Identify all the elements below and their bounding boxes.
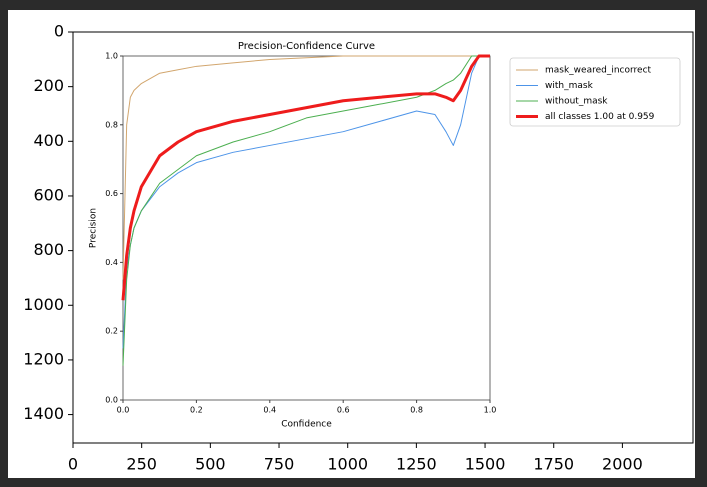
series-line [121, 54, 490, 301]
x-tick-label: 1500 [465, 455, 506, 474]
x-tick-label: 0 [68, 455, 78, 474]
legend-label: mask_weared_incorrect [545, 66, 652, 76]
x-tick-label: 1250 [396, 455, 437, 474]
y-tick-label: 600 [33, 185, 64, 204]
series-line [122, 55, 490, 366]
legend-label: all classes 1.00 at 0.959 [545, 112, 655, 122]
x-tick-label: 1000 [327, 455, 368, 474]
y-tick-label: 800 [33, 240, 64, 259]
x-tick-label: 250 [126, 455, 157, 474]
x-tick-label: 1750 [533, 455, 574, 474]
y-axis-label: Precision [89, 208, 99, 248]
x-tick-label: 0.2 [190, 406, 203, 415]
legend-label: with_mask [545, 81, 594, 91]
series-line [122, 55, 490, 280]
x-tick-label: 1.0 [484, 406, 497, 415]
y-tick-label: 0.8 [105, 120, 118, 129]
x-tick-label: 0.4 [263, 406, 276, 415]
y-tick-label: 1000 [23, 295, 64, 314]
x-tick-label: 0.0 [117, 406, 130, 415]
outer-axes-frame [72, 31, 694, 444]
legend-label: without_mask [545, 97, 608, 107]
y-tick-label: 0 [54, 22, 64, 41]
legend-box [509, 57, 681, 127]
chart-title: Precision-Confidence Curve [238, 41, 375, 52]
y-tick-label: 400 [33, 131, 64, 150]
y-tick-label: 1200 [23, 349, 64, 368]
y-tick-label: 0.6 [105, 189, 118, 198]
y-tick-label: 1400 [23, 404, 64, 423]
x-tick-label: 750 [264, 455, 295, 474]
y-tick-label: 0.4 [105, 258, 118, 267]
y-tick-label: 200 [33, 76, 64, 95]
x-tick-label: 2000 [602, 455, 643, 474]
y-tick-label: 0.2 [105, 327, 118, 336]
x-tick-label: 0.8 [410, 406, 423, 415]
x-tick-label: 0.6 [337, 406, 350, 415]
y-tick-label: 1.0 [105, 52, 118, 61]
y-tick-label: 0.0 [105, 396, 118, 405]
x-tick-label: 500 [195, 455, 226, 474]
x-axis-label: Confidence [281, 420, 332, 430]
